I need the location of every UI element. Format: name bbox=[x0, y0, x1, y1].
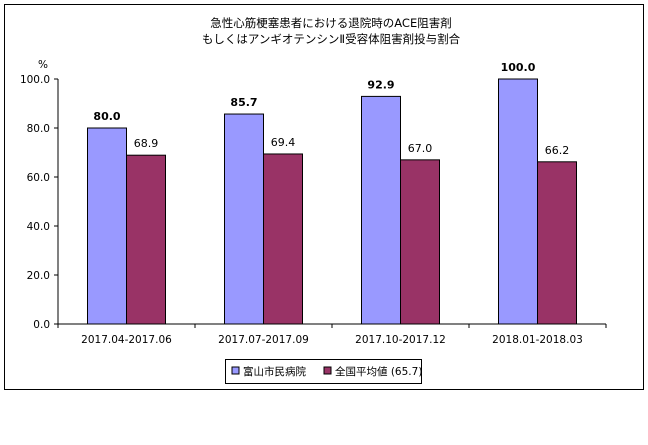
x-tick-label: 2018.01-2018.03 bbox=[492, 334, 583, 346]
x-tick-label: 2017.04-2017.06 bbox=[81, 334, 172, 346]
legend: 富山市民病院 全国平均値 (65.7) bbox=[225, 359, 422, 384]
chart-title: 急性心筋梗塞患者における退院時のACE阻害剤もしくはアンギオテンシンⅡ受容体阻害… bbox=[202, 16, 461, 46]
bar-series-1 bbox=[87, 127, 127, 325]
data-label-series-2: 69.4 bbox=[271, 136, 296, 149]
bar-series-2 bbox=[263, 153, 303, 325]
bar-series-1 bbox=[498, 78, 538, 325]
x-tick-label: 2017.10-2017.12 bbox=[355, 334, 446, 346]
legend-swatch bbox=[231, 366, 240, 375]
data-label-series-2: 67.0 bbox=[408, 142, 433, 155]
axes: 0.0 20.0 40.0 60.0 80.0 100.0 2017.04-2017.06 2… bbox=[20, 74, 607, 346]
x-tick-label: 2017.07-2017.09 bbox=[218, 334, 309, 346]
bar-series-2 bbox=[400, 159, 440, 325]
legend-label: 全国平均値 (65.7) bbox=[335, 365, 422, 378]
data-label-series-1: 85.7 bbox=[230, 96, 257, 109]
data-label-series-2: 66.2 bbox=[545, 144, 570, 157]
bar-series-1 bbox=[224, 113, 264, 325]
chart-title-line-2: もしくはアンギオテンシンⅡ受容体阻害剤投与割合 bbox=[202, 32, 461, 46]
data-label-series-2: 68.9 bbox=[134, 137, 159, 150]
y-tick-label: 60.0 bbox=[27, 172, 50, 184]
chart-title-line-1: 急性心筋梗塞患者における退院時のACE阻害剤 bbox=[210, 16, 451, 30]
y-tick-label: 0.0 bbox=[33, 319, 50, 331]
y-axis-label: % bbox=[38, 59, 48, 71]
y-tick-label: 100.0 bbox=[20, 74, 50, 86]
legend-swatch bbox=[323, 366, 332, 375]
y-tick-label: 40.0 bbox=[27, 221, 50, 233]
data-label-series-1: 100.0 bbox=[501, 61, 536, 74]
y-tick-label: 80.0 bbox=[27, 123, 50, 135]
bars: 80.0 68.9 85.7 69.4 92.9 67.0 100.0 66.2 bbox=[87, 61, 577, 325]
data-label-series-1: 80.0 bbox=[93, 110, 120, 123]
bar-series-2 bbox=[126, 154, 166, 325]
y-tick-label: 20.0 bbox=[27, 270, 50, 282]
legend-label: 富山市民病院 bbox=[243, 365, 306, 378]
data-label-series-1: 92.9 bbox=[367, 78, 394, 91]
bar-series-2 bbox=[537, 161, 577, 325]
bar-series-1 bbox=[361, 95, 401, 325]
